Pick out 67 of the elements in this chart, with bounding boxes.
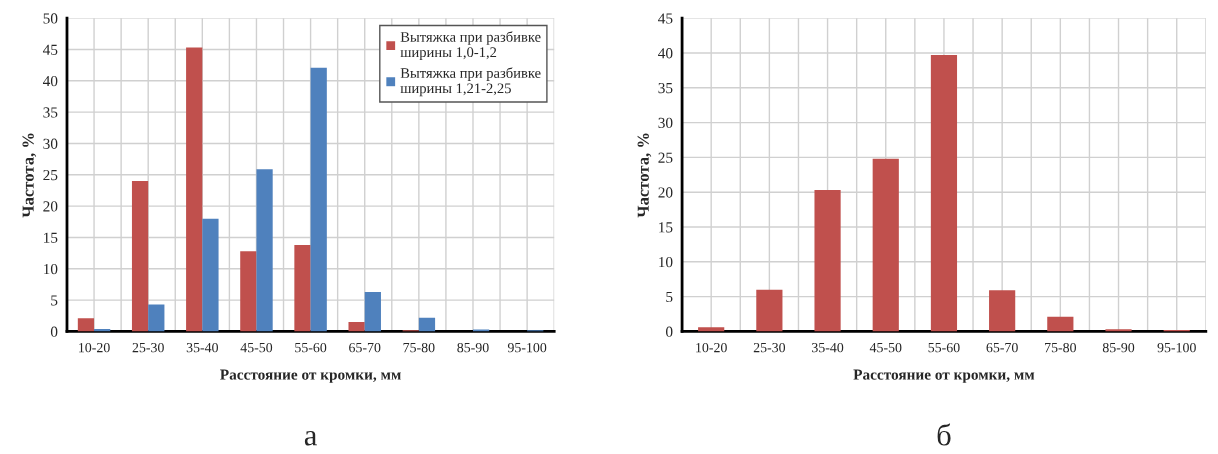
x-tick-label: 65-70 <box>986 342 1018 353</box>
x-tick-label: 25-30 <box>753 342 786 353</box>
y-tick-label: 50 <box>43 13 58 24</box>
bar <box>756 289 783 332</box>
bar <box>131 181 149 332</box>
bar <box>418 317 436 332</box>
bar <box>989 290 1016 332</box>
x-axis-title: Расстояние от кромки, мм <box>853 369 1035 383</box>
x-tick-label: 75-80 <box>403 342 435 353</box>
legend-label: Вытяжка при разбивке ширины 1,21-2,25 <box>400 67 541 97</box>
bar <box>148 304 165 332</box>
y-tick-label: 40 <box>42 75 58 87</box>
legend-label: Вытяжка при разбивке ширины 1,0-1,2 <box>400 31 541 61</box>
x-tick-label: 35-40 <box>186 342 218 353</box>
y-tick-label: 35 <box>43 107 58 118</box>
y-tick-label: 30 <box>658 117 673 129</box>
x-tick-label: 95-100 <box>507 342 547 353</box>
bar <box>202 218 219 332</box>
y-tick-label: 15 <box>659 222 673 233</box>
x-tick-label: 75-80 <box>1045 342 1077 353</box>
y-tick-label: 45 <box>658 13 673 24</box>
text: а <box>304 430 317 446</box>
x-tick-label: 55-60 <box>295 342 327 353</box>
x-axis-title: Расстояние от кромки, мм <box>220 369 401 383</box>
bar <box>872 158 899 332</box>
y-tick-label: 40 <box>658 48 673 59</box>
x-tick-label: 95-100 <box>1157 342 1196 353</box>
bar <box>240 251 257 332</box>
x-tick-label: 25-30 <box>132 342 164 353</box>
bar <box>814 190 841 332</box>
x-tick-label: 85-90 <box>457 342 489 353</box>
y-tick-label: 45 <box>42 44 58 55</box>
bar <box>310 67 327 332</box>
x-tick-label: 45-50 <box>869 342 902 353</box>
bar <box>1047 316 1074 332</box>
text: б <box>937 423 951 446</box>
y-tick-label: 20 <box>658 187 673 198</box>
y-tick-label: 10 <box>659 256 673 268</box>
x-tick-label: 65-70 <box>349 342 381 353</box>
y-tick-label: 25 <box>43 169 58 181</box>
x-tick-label: 45-50 <box>240 342 273 353</box>
bar <box>256 169 273 332</box>
y-tick-label: 5 <box>666 291 673 303</box>
y-axis-title: Частота, % <box>637 133 652 218</box>
y-axis-title: Частота, % <box>22 133 37 218</box>
x-tick-label: 85-90 <box>1102 342 1135 353</box>
x-tick-label: 55-60 <box>928 342 960 353</box>
bar <box>1105 329 1132 332</box>
y-tick-label: 0 <box>666 326 673 337</box>
y-tick-label: 10 <box>44 263 58 275</box>
y-tick-label: 15 <box>44 232 58 243</box>
bar <box>294 244 311 332</box>
bar <box>930 55 958 332</box>
bar <box>348 322 365 332</box>
y-tick-label: 0 <box>50 326 58 337</box>
y-tick-label: 35 <box>658 82 673 94</box>
bar <box>698 327 725 332</box>
bar <box>364 291 381 332</box>
y-tick-label: 25 <box>658 152 673 163</box>
x-tick-label: 10-20 <box>696 342 727 353</box>
x-tick-label: 35-40 <box>812 342 844 353</box>
y-tick-label: 30 <box>43 138 58 149</box>
y-tick-label: 5 <box>51 295 58 306</box>
bar <box>77 318 95 332</box>
y-tick-label: 20 <box>43 201 58 212</box>
x-tick-label: 10-20 <box>79 342 110 353</box>
bar <box>186 47 203 332</box>
